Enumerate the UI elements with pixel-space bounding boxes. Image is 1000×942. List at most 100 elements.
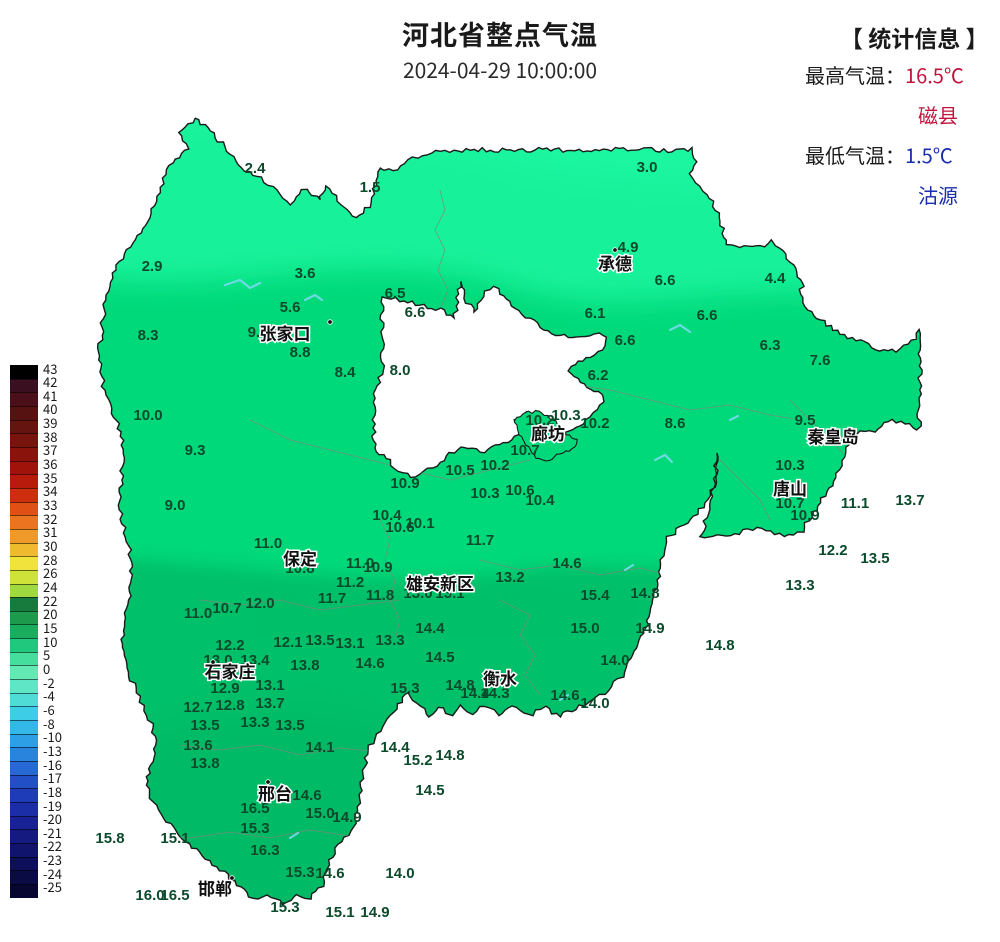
svg-text:11.7: 11.7 (318, 590, 346, 607)
svg-text:12.8: 12.8 (215, 697, 244, 714)
svg-text:15.3: 15.3 (270, 899, 299, 916)
svg-text:6.5: 6.5 (385, 285, 406, 302)
svg-text:10.4: 10.4 (525, 492, 555, 509)
svg-text:15.1: 15.1 (325, 904, 354, 921)
svg-text:14.0: 14.0 (385, 865, 414, 882)
svg-text:14.0: 14.0 (580, 695, 609, 712)
svg-text:6.6: 6.6 (615, 332, 636, 349)
svg-text:15.0: 15.0 (305, 805, 334, 822)
svg-text:12.2: 12.2 (818, 542, 847, 559)
svg-text:10.2: 10.2 (480, 457, 509, 474)
svg-text:1.5: 1.5 (360, 179, 381, 196)
svg-text:13.1: 13.1 (335, 635, 364, 652)
svg-text:14.8: 14.8 (630, 585, 659, 602)
svg-text:11.8: 11.8 (366, 587, 394, 604)
svg-text:13.7: 13.7 (255, 695, 284, 712)
svg-text:10.2: 10.2 (580, 415, 609, 432)
svg-text:11.0: 11.0 (254, 535, 282, 552)
svg-text:4.4: 4.4 (765, 270, 787, 287)
svg-text:保定: 保定 (283, 545, 317, 570)
svg-text:9.0: 9.0 (165, 497, 186, 514)
svg-text:14.6: 14.6 (355, 655, 384, 672)
svg-text:唐山: 唐山 (773, 475, 807, 500)
svg-text:6.6: 6.6 (655, 272, 676, 289)
svg-text:6.1: 6.1 (585, 305, 606, 322)
svg-text:13.3: 13.3 (240, 714, 269, 731)
svg-text:10.9: 10.9 (790, 507, 819, 524)
svg-text:13.8: 13.8 (290, 657, 319, 674)
svg-text:15.1: 15.1 (160, 830, 189, 847)
svg-text:13.3: 13.3 (375, 632, 404, 649)
svg-text:12.1: 12.1 (273, 634, 302, 651)
svg-text:14.5: 14.5 (425, 649, 454, 666)
svg-text:15.2: 15.2 (403, 752, 432, 769)
svg-text:邯郸: 邯郸 (198, 875, 232, 900)
svg-text:12.7: 12.7 (183, 699, 212, 716)
svg-text:10.9: 10.9 (390, 475, 419, 492)
svg-text:雄安新区: 雄安新区 (406, 570, 474, 595)
svg-text:3.6: 3.6 (295, 265, 316, 282)
svg-text:8.8: 8.8 (290, 344, 311, 361)
svg-text:14.5: 14.5 (415, 782, 444, 799)
svg-text:13.2: 13.2 (495, 569, 524, 586)
svg-text:廊坊: 廊坊 (531, 420, 565, 445)
svg-text:13.1: 13.1 (255, 677, 284, 694)
svg-text:11.7: 11.7 (466, 532, 494, 549)
svg-text:10.1: 10.1 (405, 515, 434, 532)
svg-text:衡水: 衡水 (483, 665, 517, 690)
svg-text:9.3: 9.3 (185, 442, 206, 459)
svg-text:秦皇岛: 秦皇岛 (808, 423, 859, 448)
svg-text:3.0: 3.0 (637, 159, 658, 176)
svg-text:13.3: 13.3 (785, 577, 814, 594)
svg-text:6.6: 6.6 (405, 304, 426, 321)
svg-text:14.9: 14.9 (635, 620, 664, 637)
svg-text:14.6: 14.6 (550, 687, 579, 704)
svg-text:11.1: 11.1 (841, 495, 869, 512)
svg-text:10.3: 10.3 (775, 457, 804, 474)
svg-text:13.5: 13.5 (305, 632, 334, 649)
svg-text:10.7: 10.7 (212, 600, 241, 617)
svg-text:15.8: 15.8 (95, 830, 124, 847)
svg-text:15.3: 15.3 (240, 820, 269, 837)
svg-text:15.4: 15.4 (580, 587, 610, 604)
svg-text:6.6: 6.6 (697, 307, 718, 324)
svg-text:11.0: 11.0 (184, 605, 212, 622)
svg-text:15.0: 15.0 (570, 620, 599, 637)
svg-text:14.9: 14.9 (360, 904, 389, 921)
svg-text:14.1: 14.1 (305, 739, 334, 756)
svg-text:14.4: 14.4 (415, 620, 445, 637)
svg-text:12.0: 12.0 (245, 595, 274, 612)
svg-text:13.6: 13.6 (183, 737, 212, 754)
svg-text:8.3: 8.3 (138, 327, 159, 344)
svg-text:14.8: 14.8 (435, 747, 464, 764)
svg-text:6.3: 6.3 (760, 337, 781, 354)
svg-text:8.4: 8.4 (335, 364, 357, 381)
svg-text:15.3: 15.3 (285, 864, 314, 881)
svg-text:5.6: 5.6 (280, 299, 301, 316)
svg-text:14.6: 14.6 (552, 555, 581, 572)
svg-text:邢台: 邢台 (258, 780, 292, 805)
svg-text:15.3: 15.3 (390, 680, 419, 697)
svg-text:10.5: 10.5 (445, 462, 474, 479)
svg-text:11.2: 11.2 (336, 574, 364, 591)
svg-text:张家口: 张家口 (260, 320, 311, 345)
svg-text:10.0: 10.0 (133, 407, 162, 424)
svg-text:14.9: 14.9 (332, 809, 361, 826)
svg-text:13.5: 13.5 (860, 550, 889, 567)
svg-text:8.6: 8.6 (665, 415, 686, 432)
svg-text:13.5: 13.5 (275, 717, 304, 734)
svg-text:13.7: 13.7 (895, 492, 924, 509)
svg-text:10.3: 10.3 (470, 485, 499, 502)
svg-text:6.2: 6.2 (588, 367, 609, 384)
svg-text:16.3: 16.3 (250, 842, 279, 859)
svg-text:2.9: 2.9 (142, 258, 163, 275)
svg-text:14.6: 14.6 (315, 865, 344, 882)
svg-text:14.6: 14.6 (292, 787, 321, 804)
svg-text:承德: 承德 (598, 250, 632, 275)
svg-text:14.0: 14.0 (600, 652, 629, 669)
svg-text:13.5: 13.5 (190, 717, 219, 734)
svg-text:7.6: 7.6 (810, 352, 831, 369)
svg-text:14.8: 14.8 (705, 637, 734, 654)
svg-text:10.9: 10.9 (363, 559, 392, 576)
svg-text:2.4: 2.4 (245, 160, 267, 177)
